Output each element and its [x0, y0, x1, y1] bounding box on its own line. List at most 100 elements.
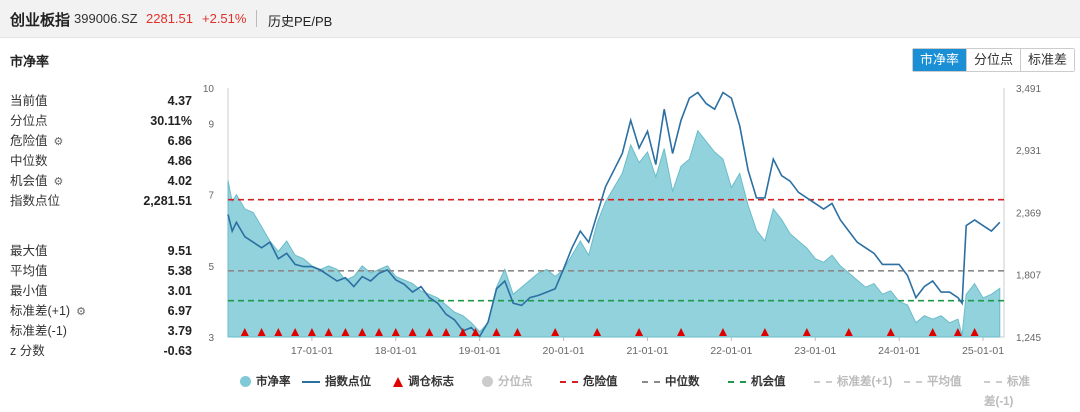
gear-icon[interactable]: ⚙	[53, 136, 64, 148]
legend-item[interactable]: 平均值	[904, 372, 962, 392]
rebalance-marker	[307, 328, 316, 336]
gear-icon[interactable]: ⚙	[53, 176, 64, 188]
x-tick-label: 20-01-01	[543, 345, 585, 357]
series-pb-area	[227, 129, 1001, 338]
legend-item[interactable]: 中位数	[642, 372, 700, 392]
rebalance-marker	[240, 328, 249, 336]
stat-row: 最大值 9.51	[10, 241, 192, 261]
stat-label: 最大值	[10, 244, 48, 258]
legend-item[interactable]: 分位点	[482, 372, 533, 392]
rebalance-marker	[551, 328, 560, 336]
history-pe-pb-link[interactable]: 历史PE/PB	[268, 14, 333, 29]
stat-label: 分位点	[10, 114, 48, 128]
series-index-line	[227, 91, 1001, 338]
x-tick-label: 21-01-01	[626, 345, 668, 357]
legend-swatch-icon	[728, 380, 746, 383]
chart-legend: 市净率 指数点位 调仓标志 分位点 危险值 中位数 机会值 标准差(+1) 平均值 标准差(-1)	[240, 372, 1040, 408]
rebalance-marker	[802, 328, 811, 336]
rebalance-marker	[425, 328, 434, 336]
legend-label: 市净率	[256, 376, 291, 388]
y-left-tick-label: 7	[208, 191, 214, 202]
x-tick-label: 24-01-01	[878, 345, 920, 357]
legend-label: 平均值	[927, 376, 962, 388]
pb-chart: 3 5 7 9 10 1,245 1,807 2,369 2,931 3,491 17-01-01 1…	[203, 84, 1042, 357]
rebalance-marker	[442, 328, 451, 336]
rebalance-marker	[257, 328, 266, 336]
legend-item[interactable]: 标准差(+1)	[814, 372, 892, 392]
y-right-tick-label: 1,245	[1016, 333, 1041, 344]
metric-tabs: 市净率 分位点 标准差	[912, 48, 1076, 72]
legend-swatch-icon	[642, 380, 660, 383]
legend-label: 调仓标志	[408, 376, 454, 388]
rebalance-marker	[274, 328, 283, 336]
stat-value: 4.37	[167, 94, 192, 108]
tab-0[interactable]: 市净率	[913, 49, 967, 71]
stat-label: z 分数	[10, 344, 45, 358]
stat-value: -0.63	[163, 344, 193, 358]
stats-top: 当前值 4.37 分位点 30.11% 危险值 ⚙ 6.86 中位数 4.86 机会值 ⚙ 4.02 指…	[10, 91, 192, 211]
stat-row: 分位点 30.11%	[10, 111, 192, 131]
stat-label: 指数点位	[10, 194, 61, 208]
x-tick-label: 25-01-01	[962, 345, 1004, 357]
tab-1[interactable]: 分位点	[966, 49, 1021, 71]
legend-swatch-icon	[482, 376, 493, 388]
legend-label: 机会值	[751, 376, 786, 388]
rebalance-marker	[593, 328, 602, 336]
legend-label: 分位点	[498, 376, 533, 388]
stat-value: 3.79	[167, 324, 192, 338]
stat-value: 30.11%	[150, 114, 192, 128]
rebalance-marker	[513, 328, 522, 336]
legend-item[interactable]: 机会值	[728, 372, 786, 392]
legend-item[interactable]: 指数点位	[302, 372, 371, 392]
x-tick-label: 17-01-01	[291, 345, 333, 357]
stat-value: 6.97	[167, 304, 192, 318]
tab-2[interactable]: 标准差	[1020, 49, 1075, 71]
rebalance-marker	[291, 328, 300, 336]
stat-label: 中位数	[10, 154, 48, 168]
legend-label: 指数点位	[325, 376, 371, 388]
header-divider	[256, 10, 257, 27]
stat-label: 平均值	[10, 264, 48, 278]
stat-value: 9.51	[167, 244, 192, 258]
index-code: 399006.SZ	[74, 11, 138, 26]
legend-label: 中位数	[665, 376, 700, 388]
stat-label: 标准差(-1)	[10, 324, 67, 338]
stats-bottom: 最大值 9.51 平均值 5.38 最小值 3.01 标准差(+1) ⚙ 6.97 标准差(-1)…	[10, 241, 192, 361]
rebalance-marker	[760, 328, 769, 336]
stat-row: 中位数 4.86	[10, 151, 192, 171]
rebalance-marker	[677, 328, 686, 336]
stat-row: 最小值 3.01	[10, 281, 192, 301]
gear-icon[interactable]: ⚙	[76, 306, 86, 318]
rebalance-marker	[375, 328, 384, 336]
x-tick-label: 23-01-01	[794, 345, 836, 357]
x-tick-label: 22-01-01	[710, 345, 752, 357]
legend-item[interactable]: 调仓标志	[393, 372, 454, 392]
legend-label: 标准差(+1)	[837, 376, 893, 388]
stat-row: z 分数 -0.63	[10, 341, 192, 361]
rebalance-marker	[928, 328, 937, 336]
stat-label: 标准差(+1) ⚙	[10, 301, 86, 322]
stat-label: 最小值	[10, 284, 48, 298]
rebalance-marker	[970, 328, 979, 336]
y-left-tick-label: 5	[208, 262, 214, 273]
legend-label: 危险值	[583, 376, 618, 388]
legend-item[interactable]: 市净率	[240, 372, 291, 392]
legend-item[interactable]: 标准差(-1)	[984, 372, 1040, 408]
legend-item[interactable]: 危险值	[560, 372, 618, 392]
legend-swatch-icon	[814, 380, 832, 383]
stat-value: 2,281.51	[143, 194, 192, 208]
legend-swatch-icon	[393, 376, 403, 387]
rebalance-marker	[341, 328, 350, 336]
stat-row: 标准差(-1) 3.79	[10, 321, 192, 341]
rebalance-marker	[492, 328, 501, 336]
stat-value: 5.38	[167, 264, 192, 278]
rebalance-marker	[408, 328, 417, 336]
rebalance-marker	[635, 328, 644, 336]
stat-row: 当前值 4.37	[10, 91, 192, 111]
y-left-tick-label: 9	[208, 120, 214, 131]
legend-label: 标准差(-1)	[984, 376, 1030, 408]
legend-swatch-icon	[984, 380, 1002, 383]
stat-row: 机会值 ⚙ 4.02	[10, 171, 192, 191]
x-tick-label: 19-01-01	[459, 345, 501, 357]
index-name: 创业板指	[10, 12, 71, 29]
